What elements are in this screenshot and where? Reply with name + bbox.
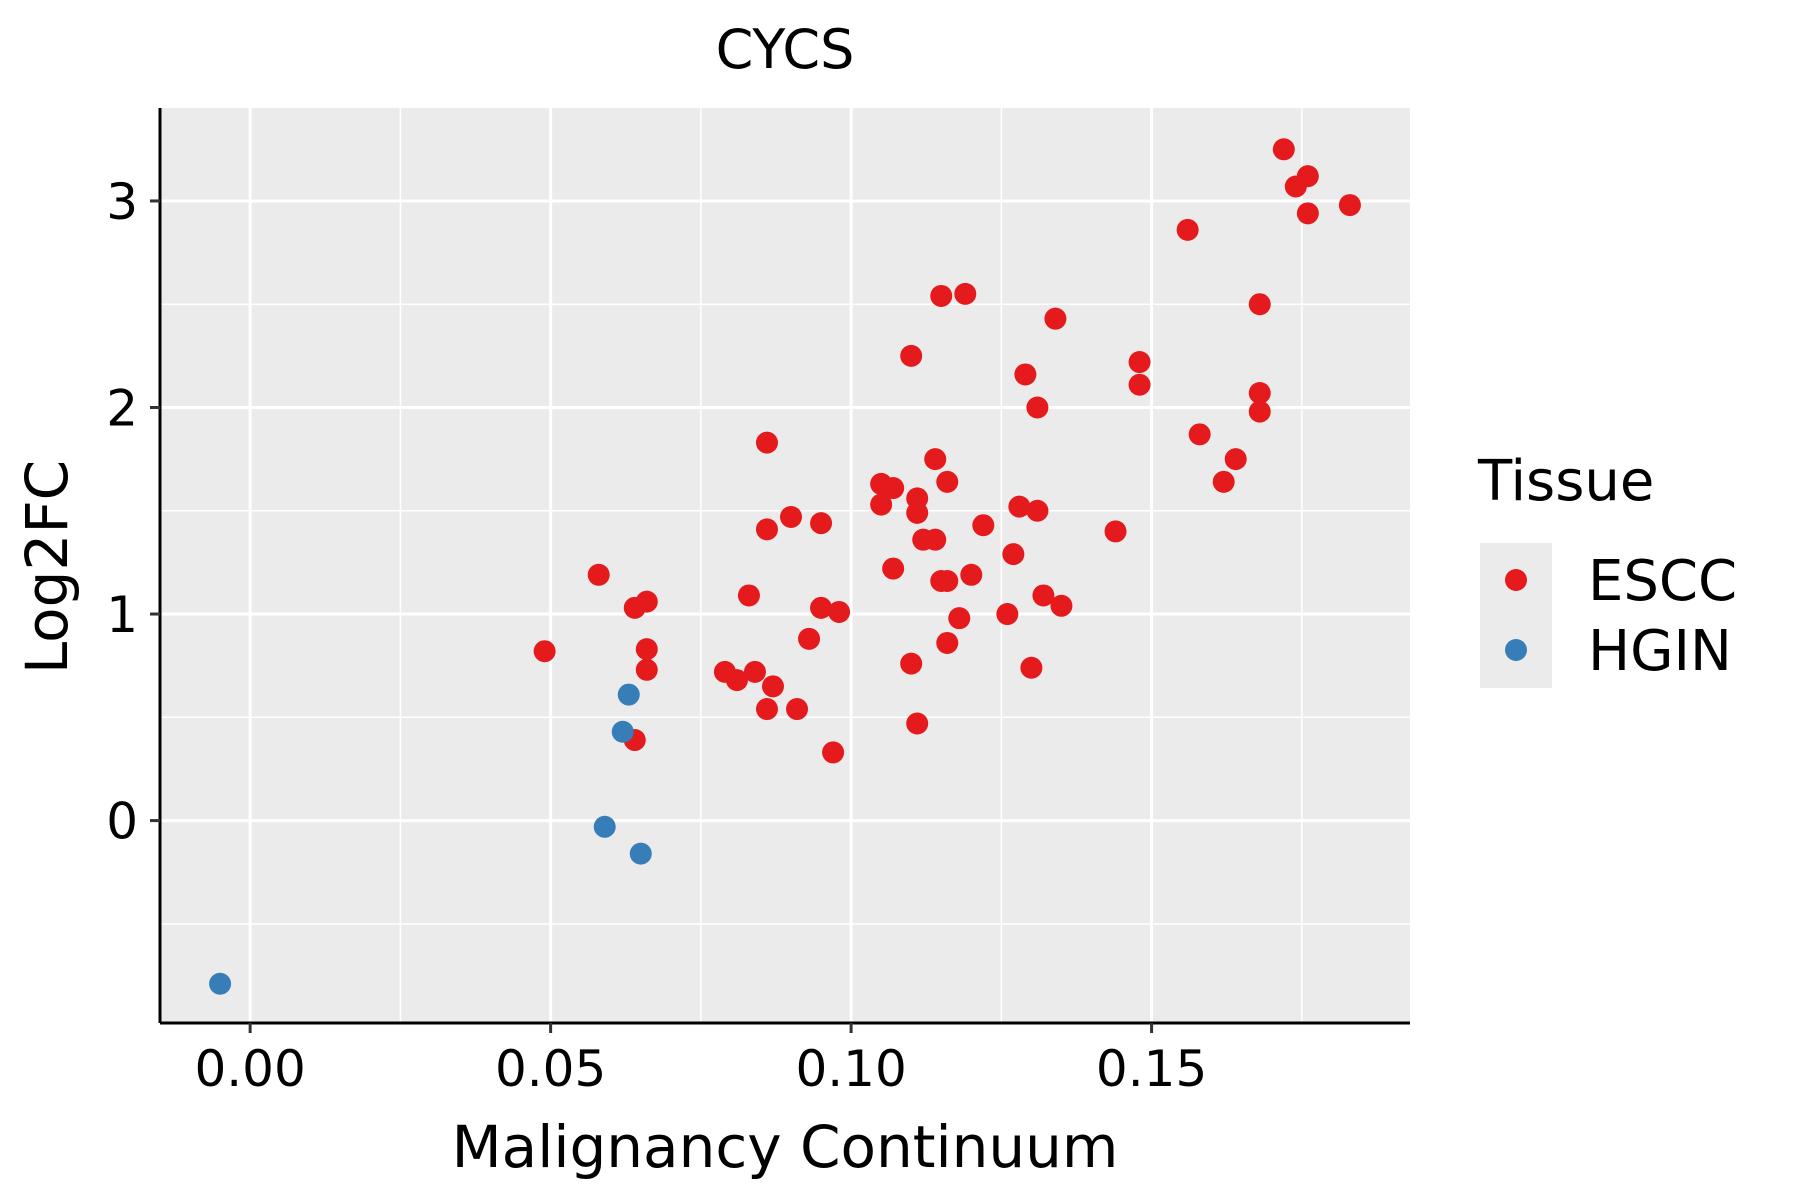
y-tick-label: 2 <box>106 379 138 437</box>
point-escc <box>924 448 947 471</box>
y-axis-title: Log2FC <box>13 460 81 674</box>
point-escc <box>1272 138 1295 161</box>
point-escc <box>900 652 923 675</box>
x-tick-label: 0.10 <box>795 1040 906 1098</box>
point-escc <box>972 514 995 537</box>
point-escc <box>936 569 959 592</box>
point-hgin <box>629 842 652 865</box>
point-escc <box>1176 218 1199 241</box>
point-escc <box>1008 495 1031 518</box>
point-escc <box>1026 499 1049 522</box>
y-axis-ticks: 0 1 2 3 <box>106 173 160 851</box>
point-escc <box>737 584 760 607</box>
point-escc <box>954 282 977 305</box>
point-escc <box>786 698 809 721</box>
x-tick-label: 0.00 <box>194 1040 305 1098</box>
legend-key-escc <box>1505 569 1527 591</box>
legend-key-hgin <box>1505 639 1527 661</box>
point-escc <box>1128 373 1151 396</box>
point-escc <box>755 698 778 721</box>
point-escc <box>761 675 784 698</box>
x-tick-label: 0.05 <box>495 1040 606 1098</box>
point-escc <box>1248 293 1271 316</box>
major-gridlines <box>160 108 1410 1023</box>
point-escc <box>1026 396 1049 419</box>
legend-title: Tissue <box>1477 449 1654 514</box>
chart-title: CYCS <box>716 18 855 81</box>
point-escc <box>755 518 778 541</box>
point-escc <box>755 431 778 454</box>
point-escc <box>1212 470 1235 493</box>
point-escc <box>882 477 905 500</box>
x-axis-title: Malignancy Continuum <box>452 1113 1119 1181</box>
point-escc <box>960 563 983 586</box>
point-escc <box>900 344 923 367</box>
point-escc <box>1020 656 1043 679</box>
point-escc <box>810 596 833 619</box>
y-tick-label: 0 <box>106 793 138 851</box>
point-escc <box>780 505 803 528</box>
point-escc <box>1044 307 1067 330</box>
data-points <box>209 138 1361 995</box>
point-escc <box>1104 520 1127 543</box>
point-hgin <box>593 815 616 838</box>
point-escc <box>1188 423 1211 446</box>
point-escc <box>924 528 947 551</box>
point-escc <box>936 631 959 654</box>
point-escc <box>635 638 658 661</box>
point-escc <box>996 603 1019 626</box>
y-tick-label: 1 <box>106 586 138 644</box>
point-escc <box>1296 165 1319 188</box>
point-escc <box>1338 194 1361 217</box>
point-escc <box>1128 351 1151 374</box>
point-escc <box>1014 363 1037 386</box>
x-tick-label: 0.15 <box>1096 1040 1207 1098</box>
point-escc <box>1002 543 1025 566</box>
legend-label-hgin: HGIN <box>1588 619 1732 684</box>
x-axis-ticks: 0.00 0.05 0.10 0.15 <box>194 1023 1207 1098</box>
point-escc <box>1296 202 1319 225</box>
point-escc <box>936 470 959 493</box>
point-escc <box>906 712 929 735</box>
point-escc <box>1248 400 1271 423</box>
point-escc <box>635 590 658 613</box>
point-escc <box>822 741 845 764</box>
point-escc <box>743 660 766 683</box>
point-escc <box>906 487 929 510</box>
plot-panel <box>160 108 1410 1023</box>
point-escc <box>882 557 905 580</box>
point-escc <box>810 512 833 535</box>
point-escc <box>1224 448 1247 471</box>
point-hgin <box>209 972 232 995</box>
point-escc <box>587 563 610 586</box>
point-escc <box>828 600 851 623</box>
point-escc <box>948 607 971 630</box>
point-hgin <box>611 720 634 743</box>
point-escc <box>533 640 556 663</box>
legend-key-background <box>1480 543 1552 688</box>
y-tick-label: 3 <box>106 173 138 231</box>
point-escc <box>798 627 821 650</box>
point-escc <box>1248 382 1271 405</box>
point-hgin <box>617 683 640 706</box>
legend-label-escc: ESCC <box>1588 549 1737 614</box>
point-escc <box>930 284 953 307</box>
point-escc <box>1032 584 1055 607</box>
point-escc <box>1050 594 1073 617</box>
point-escc <box>725 669 748 692</box>
point-escc <box>635 658 658 681</box>
point-escc <box>870 493 893 516</box>
